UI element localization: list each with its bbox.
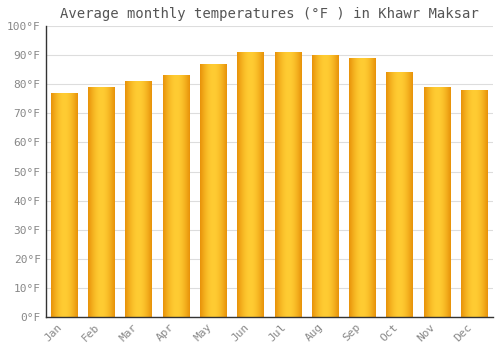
Title: Average monthly temperatures (°F ) in Khawr Maksar: Average monthly temperatures (°F ) in Kh… — [60, 7, 478, 21]
